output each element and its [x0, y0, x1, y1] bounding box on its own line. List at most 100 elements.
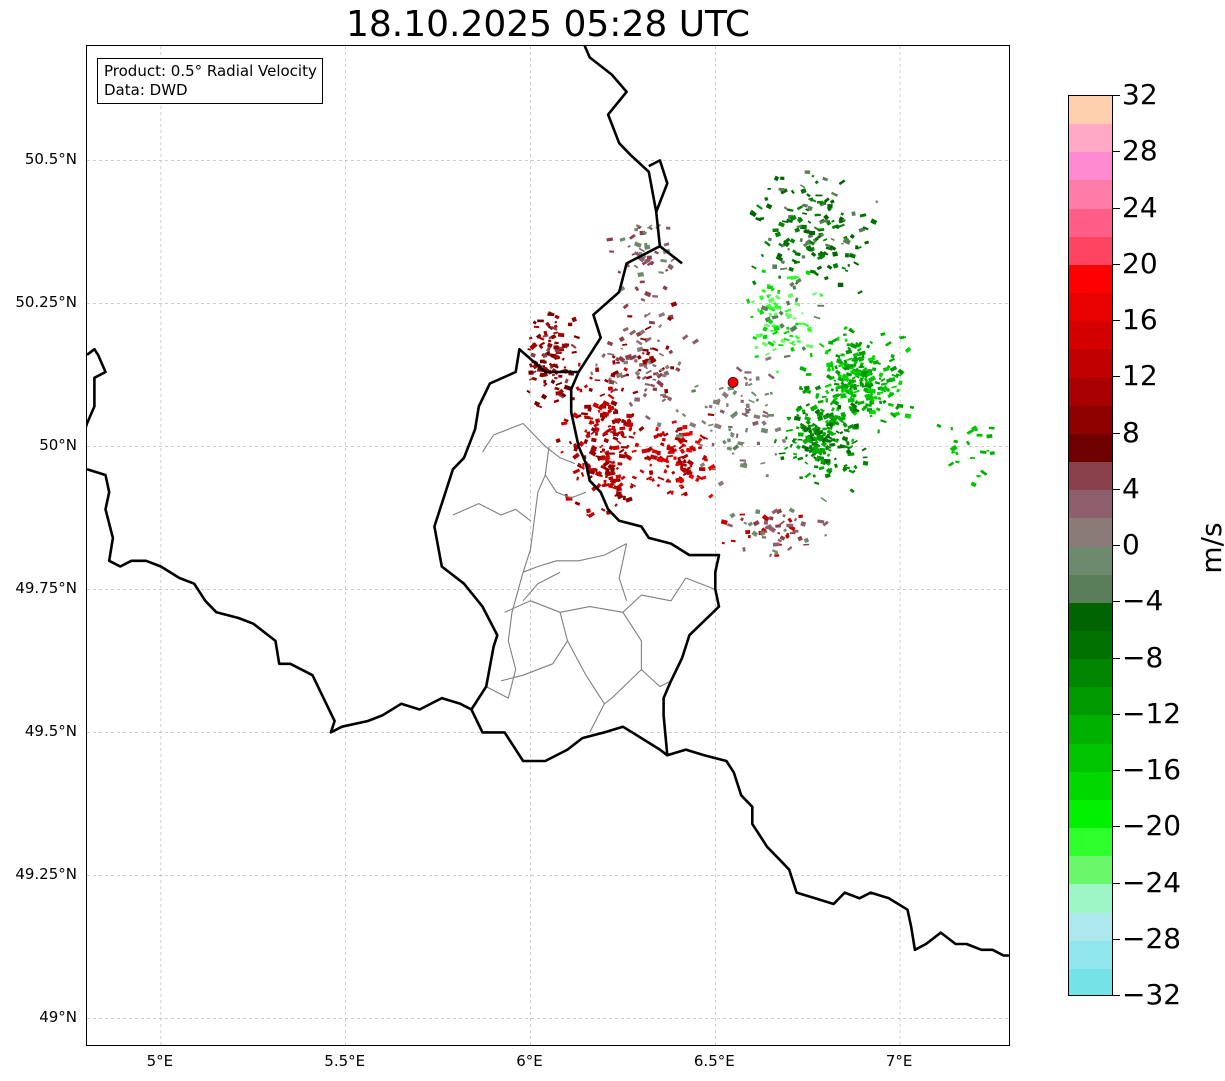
echo-pixel — [681, 334, 689, 341]
colorbar-tick-label: 28 — [1122, 134, 1158, 168]
echo-pixel — [681, 443, 687, 448]
echo-pixel — [836, 224, 840, 230]
echo-pixel — [779, 323, 785, 329]
echo-pixel — [794, 335, 800, 340]
echo-pixel — [786, 523, 794, 528]
echo-pixel — [867, 356, 876, 362]
echo-pixel — [844, 253, 850, 258]
echo-pixel — [874, 381, 881, 385]
echo-pixel — [849, 233, 855, 240]
echo-pixel — [802, 322, 810, 328]
echo-pixel — [835, 354, 841, 359]
echo-pixel — [667, 263, 671, 269]
echo-pixel — [965, 440, 971, 446]
echo-pixel — [800, 521, 807, 527]
echo-pixel — [563, 418, 569, 423]
echo-pixel — [639, 329, 646, 335]
echo-pixel — [790, 189, 795, 195]
echo-pixel — [656, 450, 661, 455]
echo-pixel — [789, 214, 797, 222]
echo-pixel — [806, 193, 811, 198]
echo-pixel — [765, 352, 770, 356]
echo-pixel — [619, 237, 626, 242]
echo-pixel — [626, 373, 629, 377]
echo-pixel — [580, 412, 589, 416]
colorbar-tick-label: 4 — [1122, 471, 1140, 505]
echo-pixel — [552, 373, 555, 377]
echo-pixel — [825, 422, 830, 427]
echo-pixel — [814, 235, 822, 241]
echo-pixel — [866, 344, 871, 349]
echo-pixel — [808, 444, 813, 450]
echo-pixel — [749, 211, 757, 218]
lat-label: 49.25°N — [15, 865, 77, 884]
echo-pixel — [740, 399, 744, 403]
colorbar-tick — [1113, 432, 1120, 434]
echo-pixel — [859, 381, 864, 387]
colorbar-segment — [1069, 602, 1112, 631]
echo-pixel — [869, 371, 874, 376]
echo-pixel — [554, 377, 558, 380]
echo-pixel — [670, 301, 678, 308]
echo-pixel — [772, 264, 777, 269]
echo-pixel — [646, 255, 652, 260]
echo-pixel — [677, 436, 686, 445]
echo-pixel — [567, 322, 573, 327]
echo-pixel — [611, 406, 614, 409]
echo-pixel — [611, 478, 618, 483]
echo-pixel — [761, 514, 770, 522]
echo-pixel — [760, 427, 769, 434]
echo-pixel — [802, 411, 806, 415]
echo-pixel — [634, 370, 641, 377]
radar-map[interactable] — [87, 46, 1010, 1046]
echo-pixel — [807, 326, 812, 332]
echo-pixel — [634, 286, 640, 292]
echo-pixel — [553, 345, 559, 350]
echo-pixel — [904, 413, 912, 419]
colorbar-tick — [1113, 770, 1120, 771]
echo-pixel — [793, 517, 798, 522]
regional-border — [618, 543, 628, 601]
echo-pixel — [571, 316, 577, 323]
echo-pixel — [554, 320, 558, 324]
echo-pixel — [529, 377, 533, 381]
echo-pixel — [767, 237, 772, 242]
echo-pixel — [801, 409, 806, 412]
echo-pixel — [691, 389, 696, 393]
echo-pixel — [847, 263, 850, 267]
echo-pixel — [681, 413, 687, 418]
echo-pixel — [779, 267, 788, 271]
echo-pixel — [804, 454, 809, 458]
echo-pixel — [617, 355, 626, 363]
colorbar-segment — [1069, 630, 1112, 660]
colorbar-segment — [1069, 377, 1112, 406]
echo-pixel — [589, 376, 593, 380]
echo-pixel — [783, 330, 790, 335]
echo-pixel — [543, 330, 548, 336]
echo-pixel — [796, 205, 803, 211]
echo-pixel — [649, 463, 652, 467]
echo-pixel — [638, 251, 643, 255]
colorbar-segment — [1069, 546, 1112, 575]
echo-pixel — [678, 444, 685, 450]
echo-pixel — [674, 436, 682, 442]
national-borders — [87, 46, 1009, 957]
echo-pixel — [721, 391, 729, 399]
echo-pixel — [642, 230, 647, 235]
echo-pixel — [822, 520, 829, 527]
colorbar-tick-label: 12 — [1122, 359, 1158, 393]
echo-pixel — [770, 329, 775, 332]
echo-pixel — [787, 208, 794, 212]
echo-pixel — [760, 461, 766, 465]
echo-pixel — [824, 383, 832, 389]
echo-pixel — [652, 363, 657, 368]
map-panel[interactable] — [86, 45, 1010, 1046]
echo-pixel — [842, 219, 846, 222]
echo-pixel — [526, 389, 531, 394]
echo-pixel — [831, 438, 836, 442]
echo-pixel — [936, 423, 942, 429]
echo-pixel — [649, 454, 658, 461]
echo-pixel — [530, 352, 536, 358]
echo-pixel — [542, 353, 548, 358]
echo-pixel — [595, 455, 603, 459]
